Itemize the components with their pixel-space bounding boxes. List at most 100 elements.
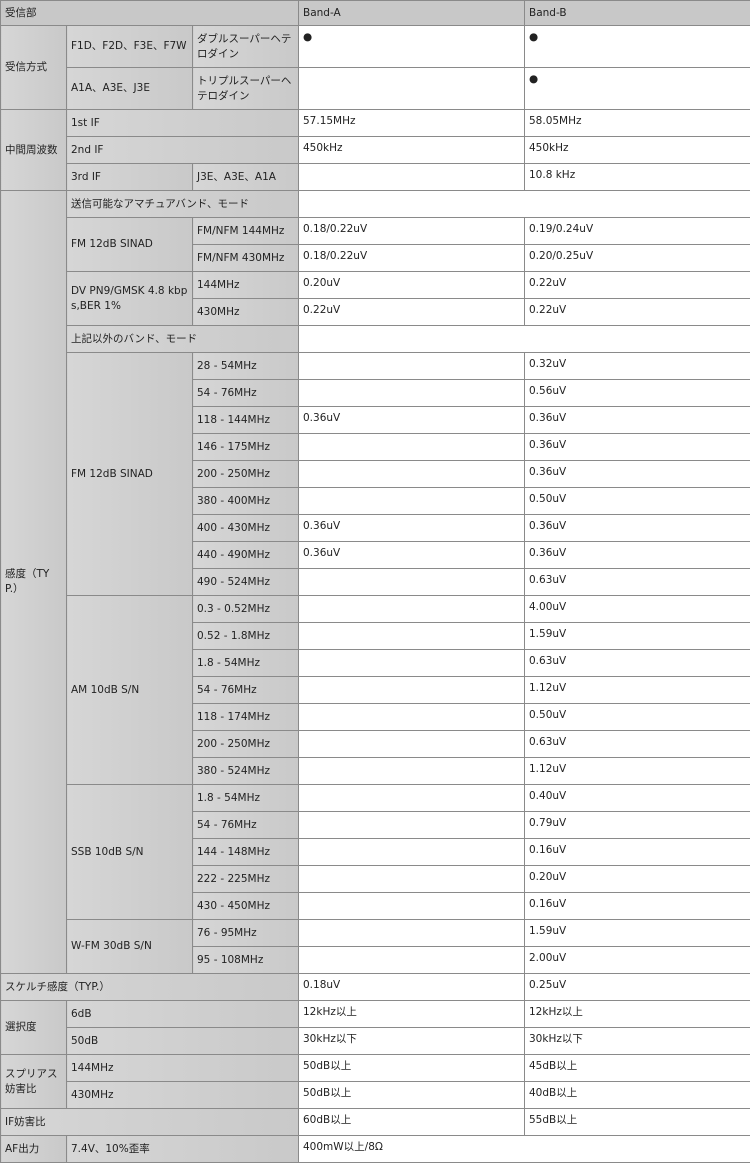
band-b-value: 0.56uV <box>525 380 750 407</box>
band-b-value: 0.16uV <box>525 893 750 920</box>
measure-label: DV PN9/GMSK 4.8 kbps,BER 1% <box>67 272 193 326</box>
band-a-value <box>299 893 525 920</box>
table-row: 上記以外のバンド、モード <box>1 326 750 353</box>
band-a-value <box>299 353 525 380</box>
band-cell: 400 - 430MHz <box>193 515 299 542</box>
band-b-value: 0.50uV <box>525 488 750 515</box>
band-cell: 54 - 76MHz <box>193 812 299 839</box>
band-b-value: 12kHz以上 <box>525 1001 750 1028</box>
band-cell: 200 - 250MHz <box>193 731 299 758</box>
band-b-value: 0.20uV <box>525 866 750 893</box>
param-cell: 7.4V、10%歪率 <box>67 1136 299 1163</box>
band-b-value: 0.63uV <box>525 569 750 596</box>
band-a-value <box>299 839 525 866</box>
band-a-value: 50dB以上 <box>299 1082 525 1109</box>
row-label: 受信方式 <box>1 26 67 110</box>
band-a-value: 0.36uV <box>299 542 525 569</box>
band-a-value <box>299 650 525 677</box>
band-a-value <box>299 785 525 812</box>
band-cell: 440 - 490MHz <box>193 542 299 569</box>
empty-value <box>299 191 750 218</box>
band-a-value: 0.36uV <box>299 407 525 434</box>
band-a-value: 450kHz <box>299 137 525 164</box>
band-a-header: Band-A <box>299 1 525 26</box>
band-cell: 380 - 524MHz <box>193 758 299 785</box>
band-cell: 144MHz <box>193 272 299 299</box>
band-a-value <box>299 812 525 839</box>
band-a-value <box>299 164 525 191</box>
band-cell: FM/NFM 430MHz <box>193 245 299 272</box>
band-cell: 144 - 148MHz <box>193 839 299 866</box>
band-b-value: 0.22uV <box>525 299 750 326</box>
band-b-value: 45dB以上 <box>525 1055 750 1082</box>
empty-value <box>299 326 750 353</box>
band-b-value: 0.36uV <box>525 542 750 569</box>
band-a-value <box>299 434 525 461</box>
band-b-value: 1.12uV <box>525 758 750 785</box>
band-a-value: 57.15MHz <box>299 110 525 137</box>
band-b-value: 450kHz <box>525 137 750 164</box>
band-a-value: 50dB以上 <box>299 1055 525 1082</box>
band-b-value: 40dB以上 <box>525 1082 750 1109</box>
band-b-value: 55dB以上 <box>525 1109 750 1136</box>
band-a-value: 0.18/0.22uV <box>299 245 525 272</box>
param-cell: 2nd IF <box>67 137 299 164</box>
band-a-value: 0.18uV <box>299 974 525 1001</box>
band-a-value <box>299 758 525 785</box>
band-b-value: 0.63uV <box>525 731 750 758</box>
row-label: AF出力 <box>1 1136 67 1163</box>
band-cell: 200 - 250MHz <box>193 461 299 488</box>
band-b-value: 0.36uV <box>525 461 750 488</box>
table-row: 中間周波数 1st IF 57.15MHz 58.05MHz <box>1 110 750 137</box>
band-a-value: 12kHz以上 <box>299 1001 525 1028</box>
band-a-value <box>299 461 525 488</box>
band-a-value: 0.18/0.22uV <box>299 218 525 245</box>
band-b-value: 0.63uV <box>525 650 750 677</box>
band-b-value: 1.59uV <box>525 623 750 650</box>
band-cell: 0.52 - 1.8MHz <box>193 623 299 650</box>
type-cell: ダブルスーパーヘテロダイン <box>193 26 299 68</box>
subsection-label: 上記以外のバンド、モード <box>67 326 299 353</box>
param-cell: 3rd IF <box>67 164 193 191</box>
band-cell: 430 - 450MHz <box>193 893 299 920</box>
band-a-value <box>299 704 525 731</box>
band-b-value: 0.16uV <box>525 839 750 866</box>
band-b-value: 0.50uV <box>525 704 750 731</box>
band-a-value <box>299 866 525 893</box>
band-b-value: 0.22uV <box>525 272 750 299</box>
band-cell: 490 - 524MHz <box>193 569 299 596</box>
band-b-value: 0.36uV <box>525 515 750 542</box>
band-a-value: 60dB以上 <box>299 1109 525 1136</box>
row-label: スケルチ感度（TYP.） <box>1 974 299 1001</box>
band-cell: 118 - 144MHz <box>193 407 299 434</box>
band-b-value: 1.12uV <box>525 677 750 704</box>
band-cell: 380 - 400MHz <box>193 488 299 515</box>
table-row: 受信方式 F1D、F2D、F3E、F7W ダブルスーパーヘテロダイン ● ● <box>1 26 750 68</box>
table-row: 2nd IF 450kHz 450kHz <box>1 137 750 164</box>
band-cell: 1.8 - 54MHz <box>193 785 299 812</box>
band-a-value <box>299 596 525 623</box>
band-cell: 28 - 54MHz <box>193 353 299 380</box>
band-b-value: 4.00uV <box>525 596 750 623</box>
row-label: 中間周波数 <box>1 110 67 191</box>
row-label: スプリアス妨害比 <box>1 1055 67 1109</box>
measure-label: W-FM 30dB S/N <box>67 920 193 974</box>
param-cell: 6dB <box>67 1001 299 1028</box>
band-a-value: 0.22uV <box>299 299 525 326</box>
band-b-value: 0.40uV <box>525 785 750 812</box>
band-b-header: Band-B <box>525 1 750 26</box>
band-cell: FM/NFM 144MHz <box>193 218 299 245</box>
header-row: 受信部 Band-A Band-B <box>1 1 750 26</box>
section-title: 受信部 <box>1 1 299 26</box>
mode-cell: A1A、A3E、J3E <box>67 68 193 110</box>
row-label: IF妨害比 <box>1 1109 299 1136</box>
table-row: A1A、A3E、J3E トリプルスーパーヘテロダイン ● <box>1 68 750 110</box>
band-a-value <box>299 920 525 947</box>
param-cell: 144MHz <box>67 1055 299 1082</box>
